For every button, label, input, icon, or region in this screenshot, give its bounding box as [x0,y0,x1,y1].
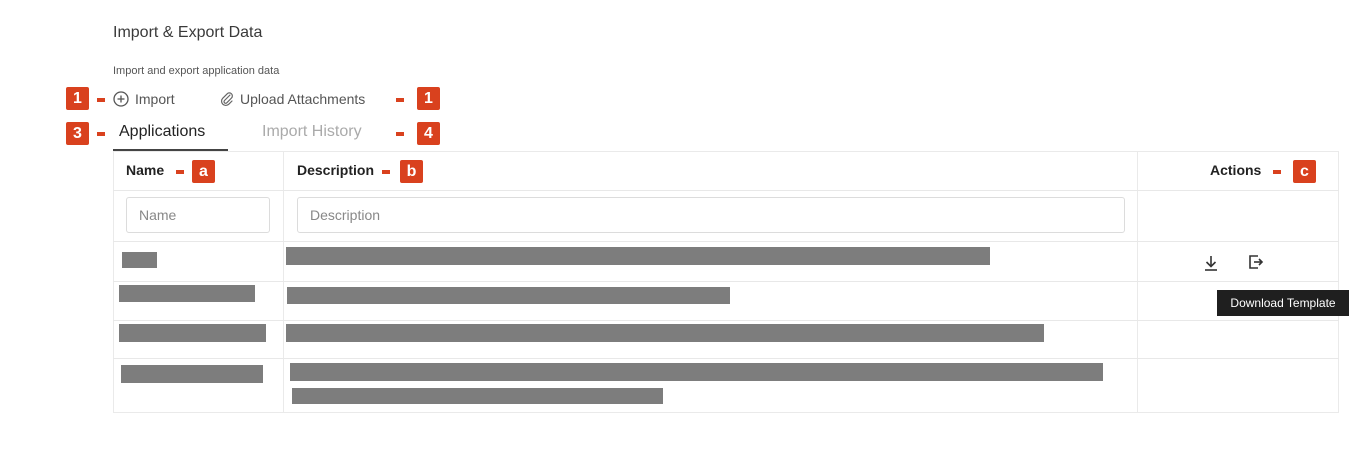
redacted-description [287,287,730,304]
column-header-actions: Actions [1210,162,1262,178]
annotation-badge: a [192,160,215,183]
tab-applications[interactable]: Applications [119,123,206,140]
row-divider [113,320,1339,321]
tab-import-history[interactable]: Import History [262,123,362,140]
annotation-dash [176,170,184,174]
annotation-badge: 1 [66,87,89,110]
export-icon[interactable] [1245,251,1267,273]
upload-attachments-label: Upload Attachments [240,91,366,107]
annotation-dash [396,132,404,136]
column-header-description[interactable]: Description [297,162,375,178]
import-button[interactable]: Import [113,88,175,110]
annotation-badge: 1 [417,87,440,110]
annotation-dash [396,98,404,102]
name-filter-input[interactable] [126,197,270,233]
active-tab-indicator [113,149,228,151]
annotation-badge: c [1293,160,1316,183]
annotation-dash [382,170,390,174]
redacted-description [286,247,990,265]
row-divider [113,358,1339,359]
applications-table [113,151,1339,413]
redacted-description [286,324,1044,342]
redacted-description [292,388,663,404]
row-divider [113,190,1339,191]
import-label: Import [135,91,175,107]
annotation-dash [97,98,105,102]
upload-attachments-button[interactable]: Upload Attachments [220,88,365,110]
tooltip: Download Template [1217,290,1349,316]
column-divider [283,151,284,413]
annotation-dash [97,132,105,136]
column-divider [1137,151,1138,413]
row-divider [113,241,1339,242]
annotation-badge: 4 [417,122,440,145]
row-divider [113,281,1339,282]
redacted-description [290,363,1103,381]
redacted-name [121,365,263,383]
description-filter-input[interactable] [297,197,1125,233]
page-subtitle: Import and export application data [113,65,280,77]
redacted-name [122,252,157,268]
page-title: Import & Export Data [113,24,263,41]
plus-circle-icon [113,91,129,107]
paperclip-icon [220,92,233,107]
annotation-dash [1273,170,1281,174]
annotation-badge: 3 [66,122,89,145]
annotation-badge: b [400,160,423,183]
download-icon[interactable] [1200,252,1222,274]
redacted-name [119,324,266,342]
column-header-name[interactable]: Name [126,162,165,178]
redacted-name [119,285,255,302]
